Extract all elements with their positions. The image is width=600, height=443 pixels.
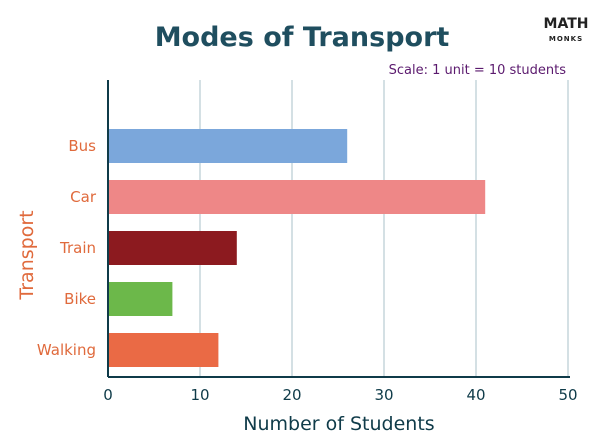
x-tick-label-50: 50 [558, 386, 577, 404]
x-axis-label: Number of Students [243, 413, 434, 435]
x-tick-label-10: 10 [190, 386, 209, 404]
bar-train [108, 231, 237, 265]
chart-subtitle: Scale: 1 unit = 10 students [389, 63, 567, 78]
category-label-car: Car [70, 188, 97, 206]
category-label-bike: Bike [64, 290, 96, 308]
bar-bike [108, 282, 173, 316]
category-label-train: Train [59, 239, 96, 257]
grid-lines [199, 80, 569, 377]
bar-bus [108, 129, 348, 163]
x-tick-label-40: 40 [466, 386, 485, 404]
x-tick-label-0: 0 [103, 386, 113, 404]
y-axis-label: Transport [16, 210, 38, 300]
axes [107, 80, 570, 378]
chart-title: Modes of Transport [155, 22, 450, 53]
category-label-bus: Bus [68, 137, 96, 155]
bar-car [108, 180, 486, 214]
x-tick-label-20: 20 [282, 386, 301, 404]
bars [108, 129, 486, 367]
category-label-walking: Walking [37, 341, 96, 359]
x-tick-labels: 0 10 20 30 40 50 [103, 386, 577, 404]
category-labels: Bus Car Train Bike Walking [37, 137, 97, 359]
brand-logo-line2: MONKS [549, 35, 583, 43]
x-tick-label-30: 30 [374, 386, 393, 404]
bar-walking [108, 333, 219, 367]
brand-logo-line1: MATH [544, 16, 589, 32]
brand-logo: MATH MONKS [544, 16, 589, 43]
